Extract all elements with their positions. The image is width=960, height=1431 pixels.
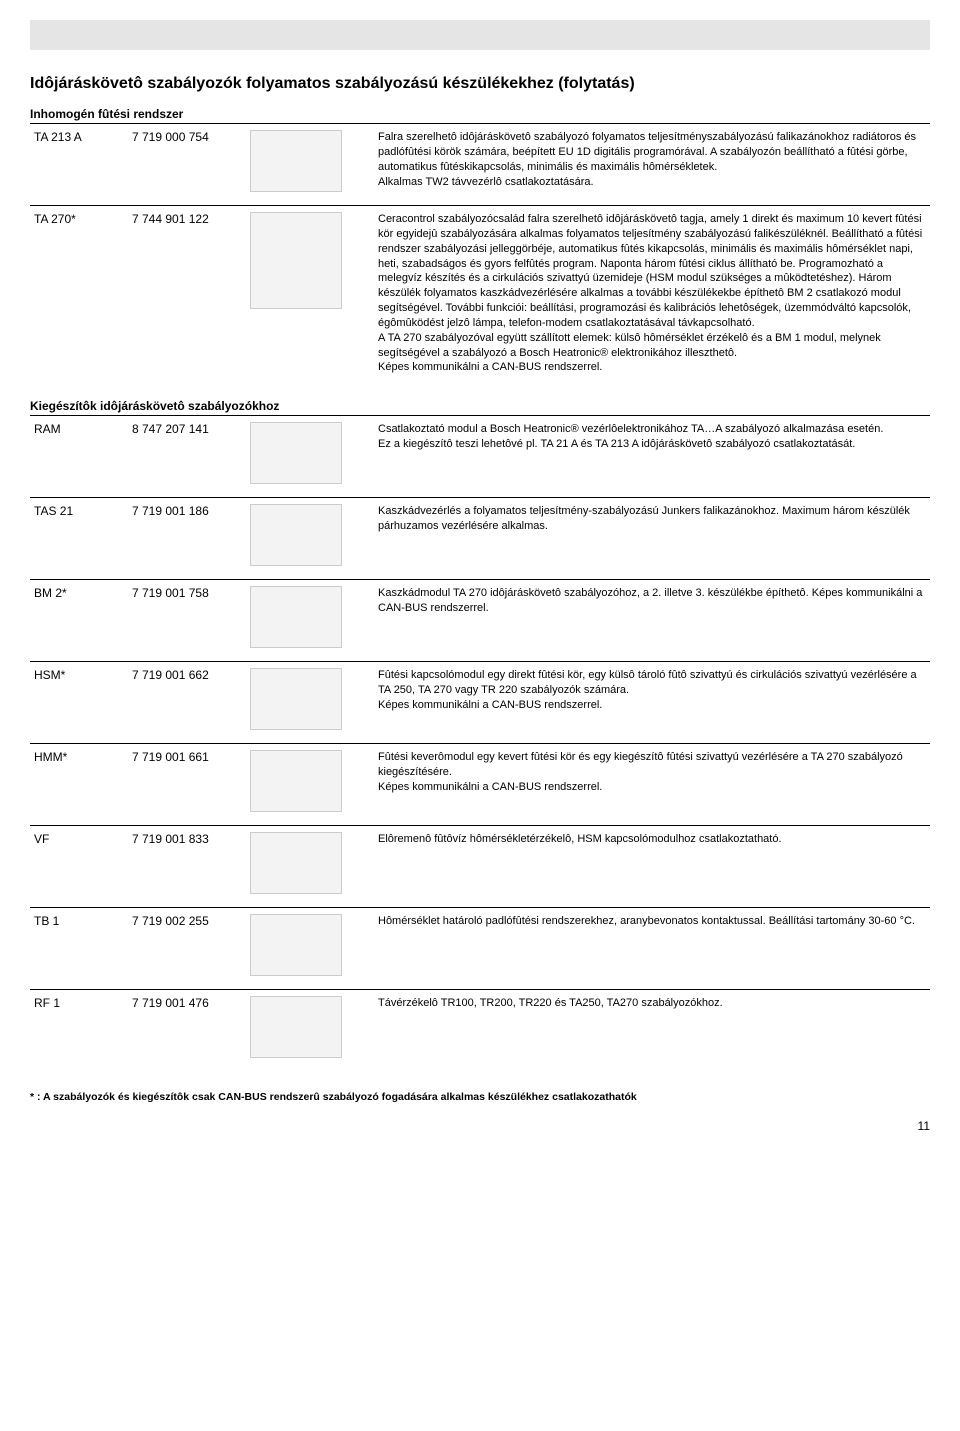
table-row: TA 213 A 7 719 000 754 Falra szerelhetô …	[30, 124, 930, 206]
product-image	[250, 130, 342, 192]
product-part: 7 719 001 661	[128, 744, 246, 826]
product-desc: Elôremenô fûtôvíz hômérsékletérzékelô, H…	[374, 826, 930, 908]
table-row: HMM* 7 719 001 661 Fûtési keverômodul eg…	[30, 744, 930, 826]
product-image-cell	[246, 580, 374, 662]
product-image	[250, 914, 342, 976]
product-part: 7 719 001 758	[128, 580, 246, 662]
page-title: Idôjáráskövetô szabályozók folyamatos sz…	[30, 75, 930, 93]
product-image	[250, 832, 342, 894]
product-image	[250, 586, 342, 648]
product-name: BM 2*	[30, 580, 128, 662]
product-image	[250, 212, 342, 309]
product-image-cell	[246, 206, 374, 386]
product-name: VF	[30, 826, 128, 908]
product-image-cell	[246, 908, 374, 990]
product-name: TAS 21	[30, 498, 128, 580]
table-row: TB 1 7 719 002 255 Hômérséklet határoló …	[30, 908, 930, 990]
table-row: TAS 21 7 719 001 186 Kaszkádvezérlés a f…	[30, 498, 930, 580]
product-part: 7 719 001 186	[128, 498, 246, 580]
product-desc: Fûtési kapcsolómodul egy direkt fûtési k…	[374, 662, 930, 744]
product-name: TA 213 A	[30, 124, 128, 206]
product-image-cell	[246, 662, 374, 744]
product-name: RAM	[30, 416, 128, 498]
product-image-cell	[246, 498, 374, 580]
product-image-cell	[246, 826, 374, 908]
header-bar	[30, 20, 930, 50]
footnote: * : A szabályozók és kiegészítôk csak CA…	[30, 1091, 930, 1103]
product-desc: Ceracontrol szabályozócsalád falra szere…	[374, 206, 930, 386]
product-image	[250, 668, 342, 730]
product-desc: Hômérséklet határoló padlófûtési rendsze…	[374, 908, 930, 990]
section-1-title: Inhomogén fûtési rendszer	[30, 107, 930, 121]
product-part: 8 747 207 141	[128, 416, 246, 498]
table-row: TA 270* 7 744 901 122 Ceracontrol szabál…	[30, 206, 930, 386]
product-desc: Távérzékelô TR100, TR200, TR220 és TA250…	[374, 990, 930, 1072]
product-desc: Csatlakoztató modul a Bosch Heatronic® v…	[374, 416, 930, 498]
product-part: 7 719 001 833	[128, 826, 246, 908]
product-image	[250, 996, 342, 1058]
product-part: 7 744 901 122	[128, 206, 246, 386]
product-image-cell	[246, 990, 374, 1072]
product-part: 7 719 001 476	[128, 990, 246, 1072]
product-desc: Kaszkádvezérlés a folyamatos teljesítmén…	[374, 498, 930, 580]
product-name: TA 270*	[30, 206, 128, 386]
product-image	[250, 750, 342, 812]
table-row: HSM* 7 719 001 662 Fûtési kapcsolómodul …	[30, 662, 930, 744]
product-image-cell	[246, 124, 374, 206]
table-section-1: TA 213 A 7 719 000 754 Falra szerelhetô …	[30, 123, 930, 385]
table-row: RF 1 7 719 001 476 Távérzékelô TR100, TR…	[30, 990, 930, 1072]
section-2-title: Kiegészítôk idôjáráskövetô szabályozókho…	[30, 399, 930, 413]
table-row: BM 2* 7 719 001 758 Kaszkádmodul TA 270 …	[30, 580, 930, 662]
product-name: HSM*	[30, 662, 128, 744]
product-image	[250, 504, 342, 566]
product-part: 7 719 000 754	[128, 124, 246, 206]
product-desc: Falra szerelhetô idôjáráskövetô szabályo…	[374, 124, 930, 206]
product-image-cell	[246, 416, 374, 498]
product-image-cell	[246, 744, 374, 826]
table-row: RAM 8 747 207 141 Csatlakoztató modul a …	[30, 416, 930, 498]
page-number: 11	[30, 1119, 930, 1133]
product-image	[250, 422, 342, 484]
product-part: 7 719 001 662	[128, 662, 246, 744]
product-name: RF 1	[30, 990, 128, 1072]
product-part: 7 719 002 255	[128, 908, 246, 990]
table-row: VF 7 719 001 833 Elôremenô fûtôvíz hômér…	[30, 826, 930, 908]
table-section-2: RAM 8 747 207 141 Csatlakoztató modul a …	[30, 415, 930, 1071]
product-desc: Fûtési keverômodul egy kevert fûtési kör…	[374, 744, 930, 826]
product-name: HMM*	[30, 744, 128, 826]
product-name: TB 1	[30, 908, 128, 990]
product-desc: Kaszkádmodul TA 270 idôjáráskövetô szabá…	[374, 580, 930, 662]
